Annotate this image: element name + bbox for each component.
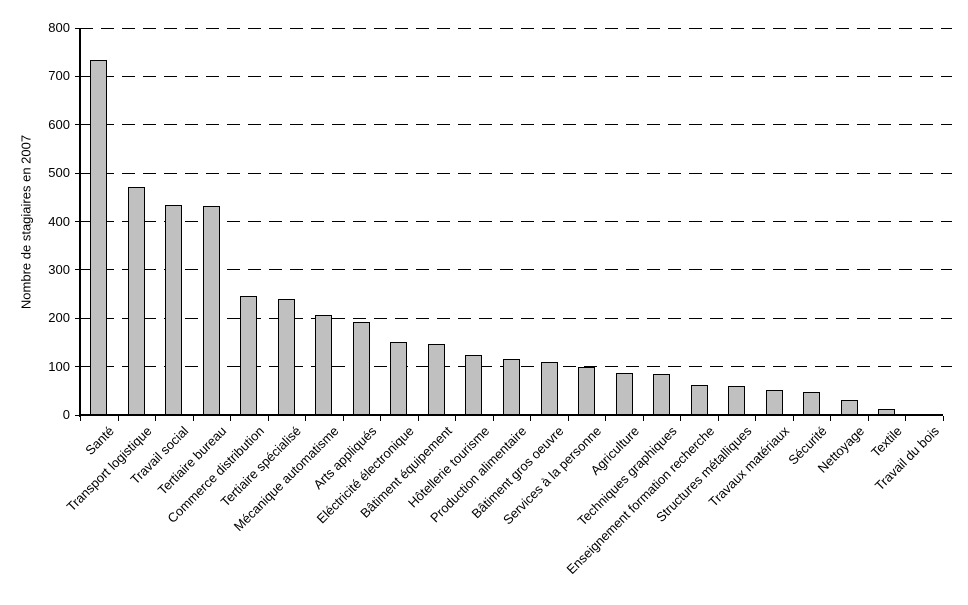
x-axis-tick — [380, 416, 381, 421]
x-axis-tick — [455, 416, 456, 421]
bar-2 — [128, 187, 145, 415]
x-axis-tick — [530, 416, 531, 421]
y-axis-tick — [75, 269, 85, 271]
bar-5 — [240, 296, 257, 415]
bar-3 — [165, 205, 182, 415]
y-axis — [79, 28, 81, 417]
y-tick-label: 500 — [48, 165, 70, 181]
bar-17 — [691, 385, 708, 415]
x-axis-tick — [680, 416, 681, 421]
bar-1 — [90, 60, 107, 415]
bar-18 — [728, 386, 745, 415]
y-axis-tick — [75, 317, 85, 319]
bar-12 — [503, 359, 520, 415]
bar-9 — [390, 342, 407, 415]
y-axis-tick — [75, 414, 85, 416]
bar-16 — [653, 374, 670, 415]
x-axis-tick — [643, 416, 644, 421]
x-axis-tick — [905, 416, 906, 421]
gridline — [80, 317, 952, 319]
bar-7 — [315, 315, 332, 415]
gridline — [80, 221, 952, 222]
x-axis-tick — [193, 416, 194, 421]
y-axis-tick — [75, 172, 85, 174]
bar-14 — [578, 367, 595, 415]
y-tick-label: 200 — [48, 310, 70, 326]
x-axis-tick — [868, 416, 869, 421]
gridline — [80, 75, 952, 77]
x-axis-tick — [305, 416, 306, 421]
y-tick-label: 300 — [48, 261, 70, 277]
y-axis-tick — [75, 75, 85, 77]
x-axis-tick — [230, 416, 231, 421]
y-tick-label: 700 — [48, 68, 70, 84]
bar-4 — [203, 206, 220, 415]
x-axis-tick — [755, 416, 756, 421]
bar-10 — [428, 344, 445, 415]
bar-21 — [841, 400, 858, 415]
x-axis — [80, 414, 943, 416]
x-axis-label-1: Santé — [82, 423, 117, 458]
y-axis-tick — [75, 221, 85, 222]
gridline — [80, 124, 952, 126]
y-axis-tick — [75, 366, 85, 368]
x-axis-tick — [268, 416, 269, 421]
bar-8 — [353, 322, 370, 415]
x-axis-tick — [605, 416, 606, 421]
bar-15 — [616, 373, 633, 415]
gridline — [80, 269, 952, 271]
gridline — [80, 172, 952, 174]
y-axis-tick — [75, 124, 85, 126]
x-axis-tick — [118, 416, 119, 421]
x-axis-tick — [568, 416, 569, 421]
x-axis-tick — [943, 416, 944, 421]
x-axis-tick — [793, 416, 794, 421]
y-tick-label: 100 — [48, 358, 70, 374]
y-tick-label: 800 — [48, 20, 70, 35]
bar-20 — [803, 392, 820, 415]
x-axis-tick — [493, 416, 494, 421]
x-axis-tick — [155, 416, 156, 421]
y-tick-label: 0 — [62, 407, 70, 422]
y-axis-tick — [75, 27, 85, 29]
bar-11 — [465, 355, 482, 415]
y-tick-label: 600 — [48, 116, 70, 132]
x-axis-tick — [718, 416, 719, 421]
bar-6 — [278, 299, 295, 415]
x-axis-tick — [830, 416, 831, 421]
bar-19 — [766, 390, 783, 415]
x-axis-tick — [343, 416, 344, 421]
bar-13 — [541, 362, 558, 415]
y-tick-label: 400 — [48, 213, 70, 229]
x-axis-tick — [418, 416, 419, 421]
gridline — [80, 27, 952, 29]
x-axis-tick — [80, 416, 81, 421]
